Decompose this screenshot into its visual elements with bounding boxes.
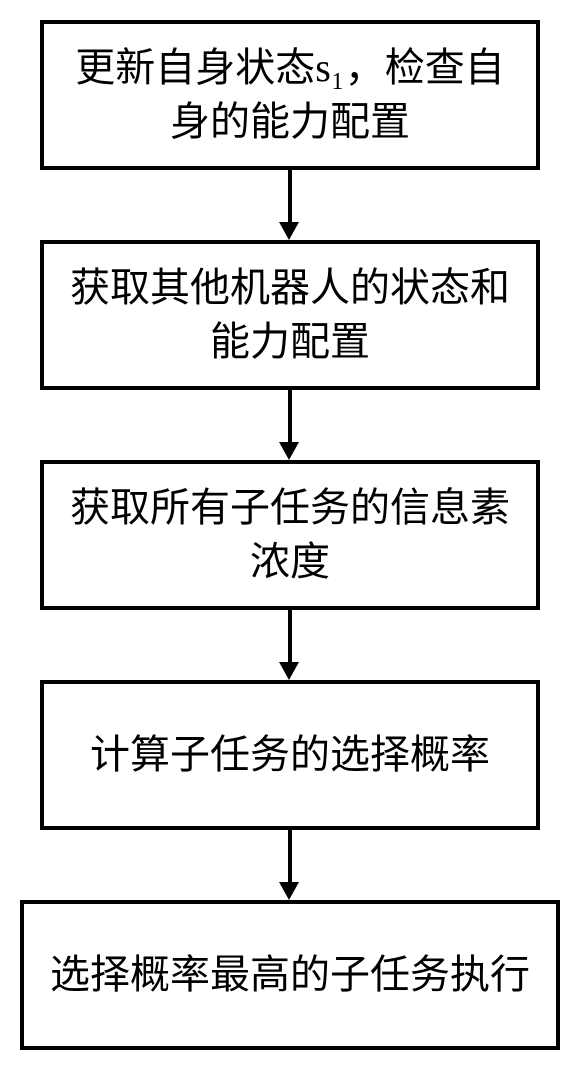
flowchart-node-label: 选择概率最高的子任务执行 <box>50 948 530 1002</box>
flowchart-node: 计算子任务的选择概率 <box>40 680 540 830</box>
flowchart-edge-line <box>288 830 292 882</box>
flowchart-edge-arrowhead <box>279 442 299 460</box>
flowchart-edge-arrowhead <box>279 662 299 680</box>
flowchart-edge-line <box>288 610 292 662</box>
flowchart-node-label: 计算子任务的选择概率 <box>90 728 490 782</box>
flowchart-edge-line <box>288 170 292 222</box>
flowchart-edge-line <box>288 390 292 442</box>
flowchart-edge-arrowhead <box>279 882 299 900</box>
flowchart-node: 获取其他机器人的状态和能力配置 <box>40 240 540 390</box>
flowchart-canvas: 更新自身状态s₁，检查自身的能力配置获取其他机器人的状态和能力配置获取所有子任务… <box>0 0 577 1074</box>
flowchart-edge-arrowhead <box>279 222 299 240</box>
flowchart-node: 更新自身状态s₁，检查自身的能力配置 <box>40 20 540 170</box>
flowchart-node-label: 更新自身状态s₁，检查自身的能力配置 <box>58 41 522 149</box>
flowchart-node-label: 获取其他机器人的状态和能力配置 <box>58 261 522 369</box>
flowchart-node: 获取所有子任务的信息素浓度 <box>40 460 540 610</box>
flowchart-node: 选择概率最高的子任务执行 <box>20 900 560 1050</box>
flowchart-node-label: 获取所有子任务的信息素浓度 <box>58 481 522 589</box>
